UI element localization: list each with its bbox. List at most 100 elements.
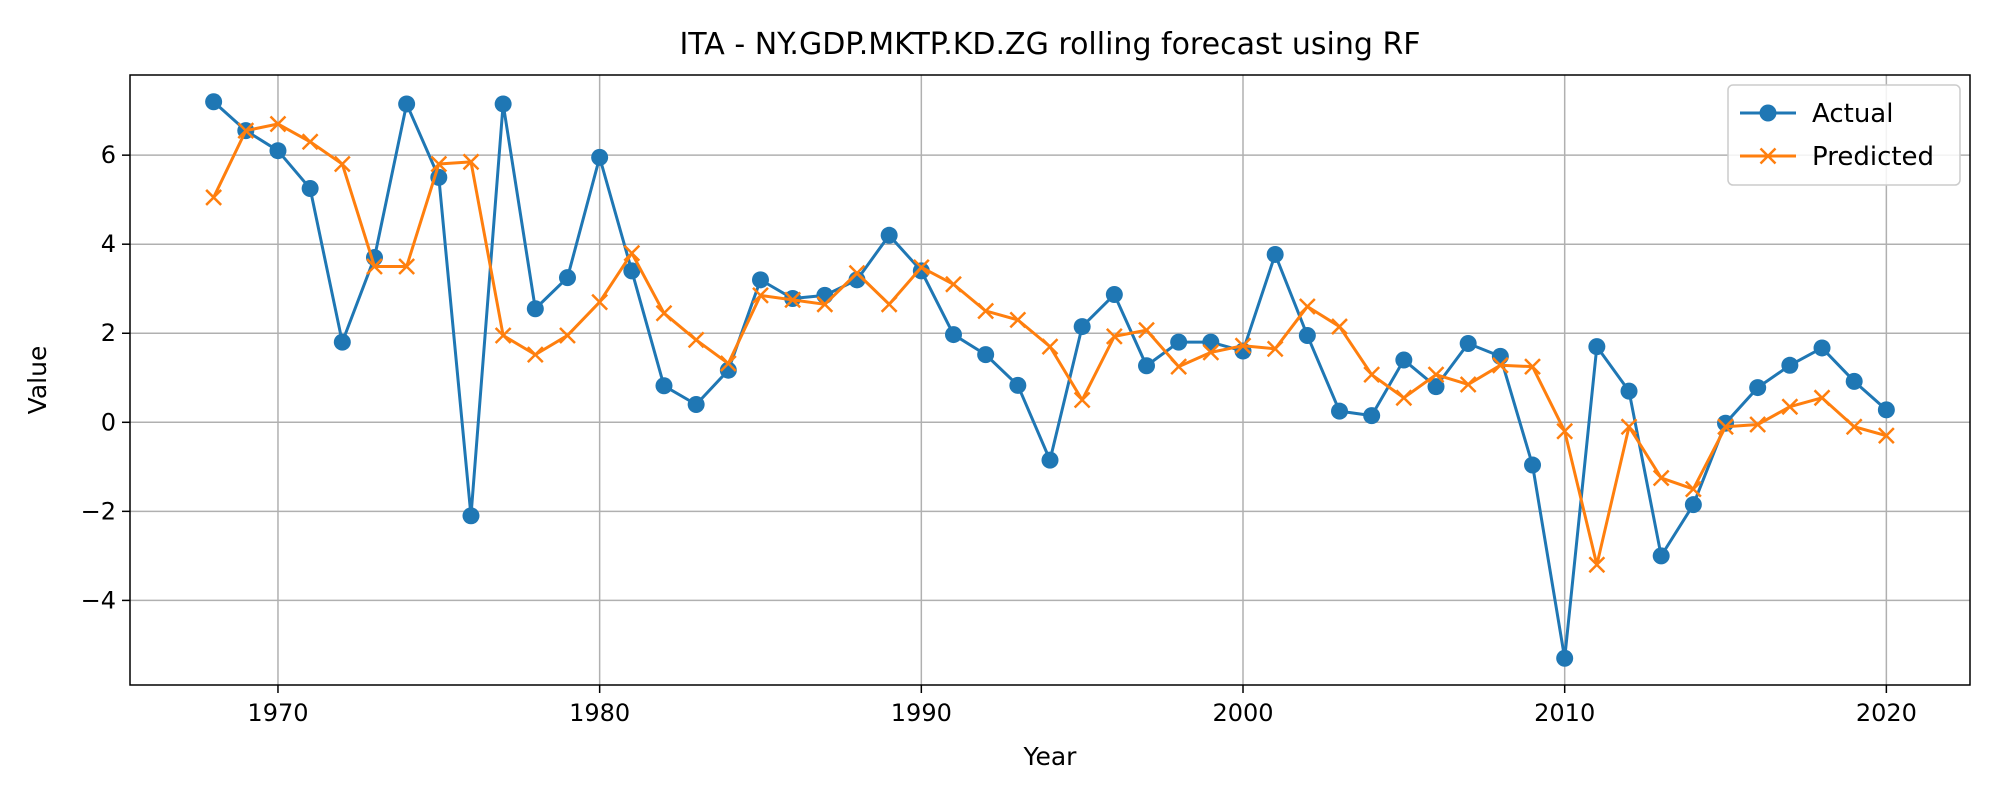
actual-point [398,95,416,113]
predicted-point [1009,311,1027,329]
predicted-point [269,115,287,133]
predicted-line [212,122,1887,567]
actual-point [1845,372,1863,390]
predicted-point [687,331,705,349]
predicted-point [1138,321,1155,339]
predicted-point [462,153,480,171]
y-tick-label: −4 [81,586,116,614]
actual-point [1331,402,1349,420]
actual-point [1073,318,1091,336]
predicted-point [1266,340,1284,358]
actual-point [1620,382,1638,400]
predicted-point [1170,358,1188,376]
predicted-point [591,293,609,311]
y-axis-label: Value [23,346,52,415]
actual-point [880,226,898,244]
actual-point [1684,496,1702,514]
predicted-point [1684,480,1702,498]
actual-line [212,100,1888,660]
predicted-point [1363,366,1381,384]
predicted-point [237,122,255,140]
predicted-point [1202,344,1220,361]
actual-point [1491,347,1509,365]
predicted-point [1588,556,1606,574]
actual-point [1298,326,1316,344]
actual-point [558,269,576,287]
actual-point [301,180,319,198]
x-tick-label: 1970 [247,699,308,727]
predicted-point [1041,338,1059,355]
predicted-point [816,295,834,313]
predicted-series [205,115,1895,574]
actual-point [462,507,480,525]
y-tick-label: 6 [101,141,116,169]
actual-point [751,271,769,289]
predicted-point [1781,398,1799,416]
predicted-point [1234,337,1252,355]
x-tick-label: 2020 [1856,699,1917,727]
actual-point [655,377,673,395]
predicted-point [301,133,319,151]
predicted-point [655,304,673,322]
predicted-point [1073,391,1091,409]
predicted-point [1877,427,1895,445]
predicted-point [945,275,962,293]
legend-actual-marker [1759,104,1777,122]
actual-point [1266,245,1284,263]
actual-point [944,326,962,344]
actual-point [591,148,609,166]
actual-point [1813,339,1831,357]
grid-lines [130,75,1970,685]
predicted-point [559,327,576,344]
predicted-point [366,258,383,275]
predicted-point [1652,469,1670,487]
predicted-point [623,244,641,262]
actual-point [1877,401,1895,419]
predicted-point [1749,416,1767,433]
predicted-point [880,295,898,313]
actual-point [1749,379,1767,397]
predicted-point [333,155,351,173]
predicted-point [1556,422,1574,440]
actual-point [977,346,995,364]
predicted-point [1105,327,1123,345]
legend-actual-label: Actual [1812,99,1893,129]
y-tick-label: 0 [101,408,116,436]
x-tick-label: 1980 [569,699,630,727]
actual-point [1041,451,1059,469]
actual-point [623,262,641,280]
x-tick-label: 1990 [891,699,952,727]
predicted-point [1491,356,1509,374]
plot-area [129,74,1971,686]
chart-title: ITA - NY.GDP.MKTP.KD.ZG rolling forecast… [679,27,1420,62]
predicted-point [1395,389,1413,407]
actual-point [719,361,737,379]
legend-predicted-marker [1759,147,1777,165]
y-axis-ticks: −4 −2 0 2 4 6 [81,141,130,614]
actual-point [1363,407,1381,425]
predicted-point [977,302,995,320]
actual-point [1524,456,1542,474]
x-axis-ticks: 1970 1980 1990 2000 2010 2020 [247,685,1917,727]
actual-point [1781,356,1799,374]
actual-point [1459,334,1477,352]
actual-point [912,262,930,280]
actual-point [1105,286,1123,304]
actual-point [1170,333,1188,351]
actual-point [1588,338,1606,356]
series-layer [205,93,1895,667]
predicted-point [494,327,512,344]
predicted-point [719,355,737,372]
actual-point [526,300,544,318]
actual-point [1556,649,1574,667]
actual-point [816,286,834,304]
x-axis-label: Year [1023,742,1078,771]
predicted-point [1459,376,1477,393]
actual-series [205,93,1895,667]
actual-point [1652,547,1670,565]
predicted-point [205,189,223,206]
y-tick-label: 2 [101,319,116,347]
legend-box [1727,84,1961,186]
actual-point [333,333,351,351]
actual-point [269,142,287,160]
